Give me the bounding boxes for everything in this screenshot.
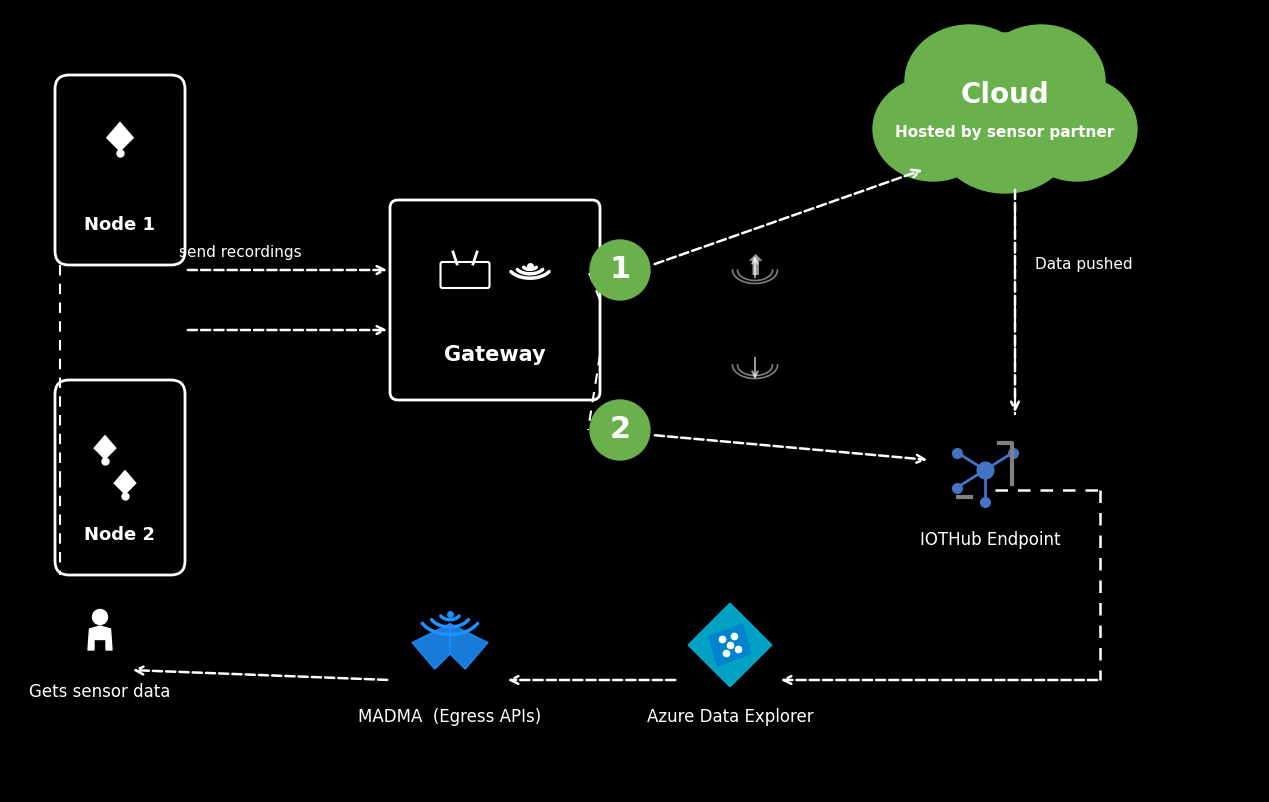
Text: MADMA  (Egress APIs): MADMA (Egress APIs) (358, 708, 542, 726)
Polygon shape (94, 435, 115, 459)
Text: Data pushed: Data pushed (1036, 257, 1133, 273)
Polygon shape (450, 624, 489, 669)
Polygon shape (709, 624, 751, 666)
Text: Gateway: Gateway (444, 345, 546, 365)
Ellipse shape (905, 25, 1033, 137)
Text: Azure Data Explorer: Azure Data Explorer (647, 708, 813, 726)
Text: Cloud: Cloud (961, 81, 1049, 109)
Ellipse shape (873, 77, 994, 181)
Text: Node 1: Node 1 (85, 216, 156, 234)
Polygon shape (88, 626, 112, 650)
Ellipse shape (1016, 77, 1137, 181)
Text: ⬆: ⬆ (744, 253, 766, 281)
Text: send recordings: send recordings (179, 245, 301, 260)
Text: 1: 1 (609, 256, 631, 285)
Circle shape (590, 400, 650, 460)
Polygon shape (412, 624, 450, 669)
Ellipse shape (909, 33, 1101, 177)
Polygon shape (114, 471, 136, 494)
Circle shape (93, 610, 108, 625)
FancyBboxPatch shape (440, 262, 490, 288)
Text: Node 2: Node 2 (85, 526, 156, 544)
Ellipse shape (977, 25, 1105, 137)
Text: Hosted by sensor partner: Hosted by sensor partner (896, 125, 1114, 140)
Circle shape (590, 240, 650, 300)
Text: IOTHub Endpoint: IOTHub Endpoint (920, 531, 1061, 549)
FancyBboxPatch shape (390, 200, 600, 400)
Text: Gets sensor data: Gets sensor data (29, 683, 171, 701)
Text: 2: 2 (609, 415, 631, 444)
Ellipse shape (937, 81, 1074, 193)
FancyBboxPatch shape (55, 75, 185, 265)
Polygon shape (107, 123, 133, 151)
Polygon shape (688, 603, 772, 687)
FancyBboxPatch shape (55, 380, 185, 575)
